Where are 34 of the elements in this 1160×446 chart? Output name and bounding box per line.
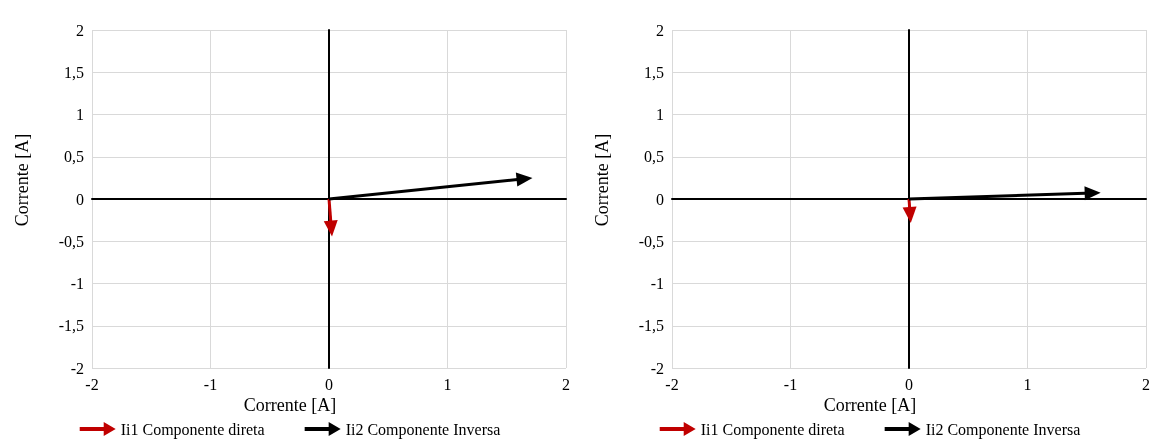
y-tick-label: 2 <box>76 21 84 39</box>
y-axis-title: Corrente [A] <box>592 133 612 227</box>
x-tick-label: 1 <box>443 375 452 393</box>
x-tick-label: 2 <box>1142 375 1150 393</box>
y-tick-label: -1,5 <box>58 317 84 335</box>
y-tick-label: 0,5 <box>644 148 664 166</box>
y-tick-label: 1 <box>656 106 664 123</box>
y-tick-label: -0,5 <box>638 232 664 250</box>
x-tick-label: -1 <box>203 375 218 393</box>
x-axis-title: Corrente [A] <box>243 395 337 415</box>
x-tick-label: -1 <box>783 375 798 393</box>
y-tick-label: 0 <box>656 190 664 208</box>
y-tick-label: -2 <box>70 359 84 377</box>
legend-label: Ii2 Componente Inversa <box>925 420 1081 439</box>
legend-label: Ii2 Componente Inversa <box>345 420 501 439</box>
y-tick-label: -0,5 <box>58 232 84 250</box>
legend-label: Ii1 Componente direta <box>120 420 265 439</box>
y-tick-label: -1,5 <box>638 317 664 335</box>
x-tick-label: 0 <box>325 375 333 393</box>
y-tick-label: -1 <box>70 275 84 292</box>
y-tick-label: 1,5 <box>64 63 84 81</box>
x-axis-title: Corrente [A] <box>823 395 917 415</box>
x-tick-label: 1 <box>1023 375 1032 393</box>
x-tick-label: 2 <box>562 375 570 393</box>
legend-label: Ii1 Componente direta <box>700 420 845 439</box>
y-tick-label: -2 <box>650 359 664 377</box>
y-tick-label: 0 <box>76 190 84 208</box>
y-tick-label: 0,5 <box>64 148 84 166</box>
x-tick-label: 0 <box>905 375 913 393</box>
y-tick-label: 1,5 <box>644 63 664 81</box>
y-tick-label: -1 <box>650 275 664 292</box>
y-tick-label: 1 <box>76 106 84 123</box>
y-axis-title: Corrente [A] <box>12 133 32 227</box>
y-tick-label: 2 <box>656 21 664 39</box>
